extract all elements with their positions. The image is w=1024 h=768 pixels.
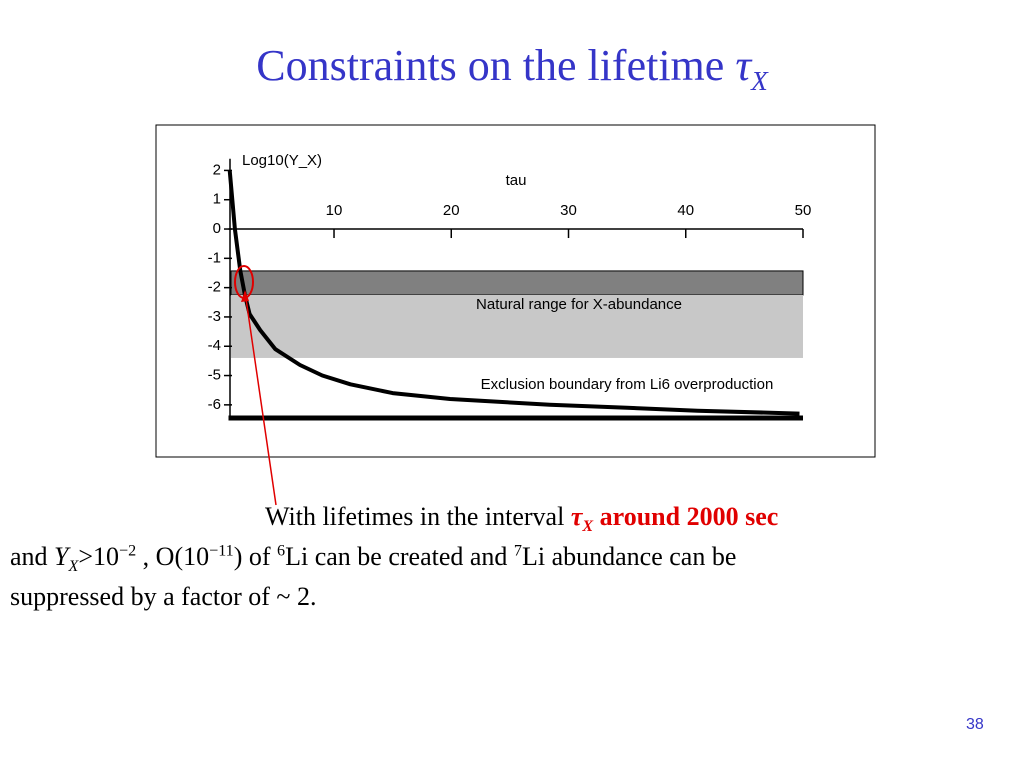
body-text: Li abundance can be <box>521 542 737 571</box>
y-tick-label: 2 <box>213 161 221 178</box>
body-subscript: X <box>68 558 79 576</box>
y-tick-label: -1 <box>208 249 221 266</box>
body-line: and YX>10−2 , O(10−11) of 6Li can be cre… <box>10 542 736 576</box>
body-line: suppressed by a factor of ~ 2. <box>10 582 316 612</box>
body-text: and <box>10 542 55 571</box>
y-tick-label: -3 <box>208 308 221 325</box>
x-tick-label: 30 <box>560 202 577 219</box>
x-tick-label: 20 <box>443 202 460 219</box>
body-text: With lifetimes in the interval <box>265 502 571 531</box>
band-label: Natural range for X-abundance <box>476 296 682 313</box>
y-axis-label: Log10(Y_X) <box>242 152 322 169</box>
y-tick-label: -4 <box>208 337 221 354</box>
curve <box>227 170 800 416</box>
y-tick-label: 0 <box>213 220 221 237</box>
body-subscript: X <box>582 518 594 536</box>
title-symbol: τ <box>735 41 752 90</box>
body-line: With lifetimes in the interval τX around… <box>265 502 778 536</box>
body-text: suppressed by a factor of ~ 2. <box>10 582 317 611</box>
body-text: >10 <box>78 542 120 571</box>
y-tick-label: -2 <box>208 279 221 296</box>
body-superscript: 6 <box>277 542 286 560</box>
body-symbol: Y <box>54 542 69 571</box>
band <box>230 270 804 296</box>
page-number: 38 <box>966 716 984 733</box>
title-text: Constraints on the lifetime <box>256 41 736 90</box>
body-highlight: around 2000 sec <box>593 502 779 531</box>
title-subscript: X <box>751 65 768 96</box>
body-superscript: −2 <box>119 542 137 560</box>
band <box>231 294 803 358</box>
slide-title: Constraints on the lifetime τX <box>0 40 1024 97</box>
body-superscript: −11 <box>209 542 234 560</box>
x-tick-label: 10 <box>326 202 343 219</box>
body-text: ) of <box>233 542 278 571</box>
body-text: , O(10 <box>136 542 210 571</box>
x-tick-label: 50 <box>795 202 812 219</box>
annotation: Exclusion boundary from Li6 overproducti… <box>481 376 774 393</box>
body-superscript: 7 <box>513 542 522 560</box>
y-tick-label: -6 <box>208 396 221 413</box>
pointer-arrowhead <box>241 290 249 302</box>
y-tick-label: -5 <box>208 367 221 384</box>
pointer-line <box>244 291 277 506</box>
y-tick-label: 1 <box>213 191 221 208</box>
body-symbol: τ <box>570 502 583 531</box>
x-axis-label: tau <box>506 172 527 189</box>
x-tick-label: 40 <box>677 202 694 219</box>
body-text: Li can be created and <box>285 542 514 571</box>
